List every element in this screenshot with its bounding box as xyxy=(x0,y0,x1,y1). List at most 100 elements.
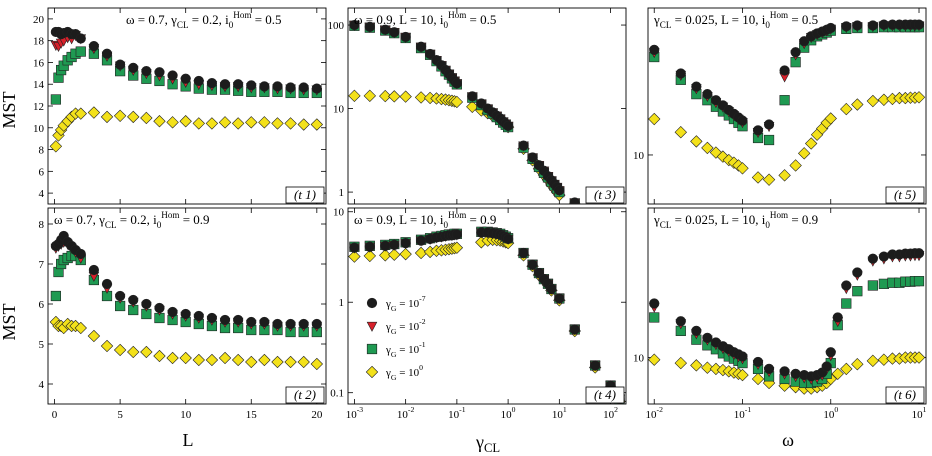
panel-annotation: ω = 0.9, L = 10, i0Hom = 0.9 xyxy=(354,210,496,230)
data-point-g100 xyxy=(701,361,714,374)
data-point-g100 xyxy=(690,135,703,148)
data-point-g101 xyxy=(841,298,852,309)
data-point-g107 xyxy=(867,253,878,264)
x-tick-label: 102 xyxy=(603,405,618,421)
data-point-g100 xyxy=(379,249,392,262)
data-point-g100 xyxy=(912,91,926,104)
y-tick-label: 8 xyxy=(39,145,45,157)
data-point-g100 xyxy=(284,355,297,369)
data-point-g107 xyxy=(702,89,713,100)
data-point-g107 xyxy=(311,318,322,330)
data-point-g107 xyxy=(554,185,565,196)
data-point-g107 xyxy=(737,115,748,126)
data-point-g100 xyxy=(166,116,179,129)
data-point-g107 xyxy=(115,290,126,302)
x-tick-label: 100 xyxy=(501,405,516,421)
data-point-g100 xyxy=(824,112,837,125)
data-point-g100 xyxy=(100,110,114,124)
data-point-g107 xyxy=(272,81,283,92)
data-point-g107 xyxy=(285,82,296,93)
data-point-g100 xyxy=(153,349,166,363)
data-point-g100 xyxy=(851,358,864,371)
y-tick-label: 1 xyxy=(339,187,345,199)
data-point-g100 xyxy=(912,351,926,364)
legend-marker xyxy=(366,321,378,332)
data-point-g107 xyxy=(691,325,702,337)
data-point-g101 xyxy=(913,276,925,287)
series-layer xyxy=(49,26,324,153)
x-axis-label: ω xyxy=(782,430,794,450)
panel-t1: 4 6 8 10 12 14 16 18 20 ω = 0.7, γCL = 0.2, i0Hom… xyxy=(33,7,327,205)
x-tick-label: 10 xyxy=(180,409,192,421)
data-point-g107 xyxy=(298,82,309,93)
data-point-g107 xyxy=(272,318,283,330)
data-point-g107 xyxy=(867,20,878,31)
legend: γG = 10-7 γG = 10-2 γG = 10-1 γG = 100 xyxy=(365,294,426,382)
data-point-g100 xyxy=(113,343,127,357)
data-point-g100 xyxy=(363,249,377,263)
data-point-g107 xyxy=(799,36,810,47)
data-point-g107 xyxy=(75,248,86,260)
legend-label: γG = 100 xyxy=(385,363,423,382)
panel-label: (t 5) xyxy=(894,187,916,202)
data-point-g100 xyxy=(762,173,776,186)
plot-frame xyxy=(347,7,627,205)
y-tick-label: 10 xyxy=(333,104,345,116)
y-tick-label: 8 xyxy=(39,219,45,231)
data-point-g101 xyxy=(763,134,775,146)
data-point-g107 xyxy=(219,79,231,90)
data-point-g107 xyxy=(503,233,514,245)
x-axis-label: γCL xyxy=(475,432,500,455)
x-tick-label: 5 xyxy=(117,409,123,421)
data-point-g107 xyxy=(779,65,790,76)
series-layer xyxy=(648,19,926,186)
data-point-g107 xyxy=(311,83,322,94)
data-point-g107 xyxy=(675,316,686,327)
panel-label-box xyxy=(885,186,925,204)
data-point-g100 xyxy=(450,95,464,109)
data-point-g100 xyxy=(648,353,661,366)
data-point-g100 xyxy=(804,137,818,150)
data-point-g100 xyxy=(297,355,310,369)
data-point-g107 xyxy=(259,81,270,92)
data-point-g107 xyxy=(554,293,565,304)
data-point-g107 xyxy=(259,316,270,328)
data-point-g100 xyxy=(751,171,765,184)
data-point-g100 xyxy=(231,117,245,130)
plot-frame xyxy=(47,7,327,205)
data-point-g107 xyxy=(569,324,580,335)
data-point-g100 xyxy=(127,345,140,359)
data-point-g107 xyxy=(451,78,462,89)
data-point-g100 xyxy=(348,89,361,103)
x-tick-label: 0 xyxy=(52,409,58,421)
data-point-g107 xyxy=(878,19,889,30)
x-tick-label: 100 xyxy=(823,405,838,421)
y-tick-label: 18 xyxy=(33,36,45,48)
data-point-g107 xyxy=(913,248,925,259)
data-point-g107 xyxy=(75,33,86,44)
y-tick-label: 4 xyxy=(39,188,45,200)
legend-entry: γG = 100 xyxy=(365,363,423,382)
data-point-g107 xyxy=(752,356,764,368)
y-tick-label: 1 xyxy=(339,297,345,309)
panel-label: (t 4) xyxy=(594,387,616,402)
y-tick-label: 10 xyxy=(633,353,645,365)
data-point-g100 xyxy=(310,357,324,371)
data-point-g107 xyxy=(167,306,178,318)
data-point-g100 xyxy=(840,362,853,376)
legend-label: γG = 10-7 xyxy=(385,294,426,313)
data-point-g107 xyxy=(825,22,836,34)
data-point-g100 xyxy=(399,247,412,261)
data-point-g107 xyxy=(763,119,775,130)
legend-label: γG = 10-1 xyxy=(385,340,426,359)
data-point-g101 xyxy=(867,280,878,291)
data-point-g100 xyxy=(736,368,749,382)
y-tick-label: 12 xyxy=(33,101,44,113)
data-point-g107 xyxy=(349,19,360,31)
plot-frame xyxy=(47,207,327,405)
data-point-g107 xyxy=(206,78,218,89)
data-point-g107 xyxy=(518,140,529,151)
data-point-g100 xyxy=(736,162,749,175)
data-point-g107 xyxy=(193,310,204,322)
legend-entry: γG = 10-1 xyxy=(366,340,426,359)
